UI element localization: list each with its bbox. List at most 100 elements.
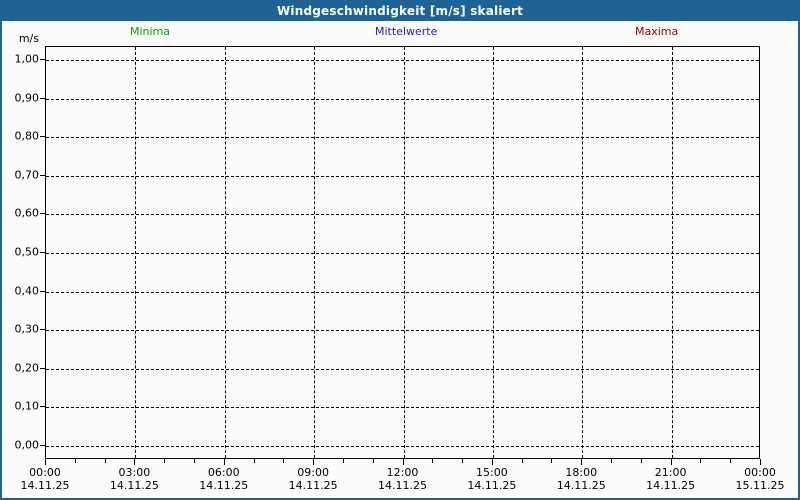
x-axis-tick-date: 14.11.25 bbox=[288, 479, 338, 492]
y-axis-tick-mark bbox=[40, 329, 45, 331]
x-axis-tick-label: 03:00 14.11.25 bbox=[110, 466, 159, 492]
x-axis-tick-mark-major bbox=[313, 459, 315, 465]
x-axis-tick-date: 14.11.25 bbox=[467, 479, 517, 492]
x-axis-tick-mark-minor bbox=[521, 459, 523, 463]
x-axis-tick-label: 00:00 14.11.25 bbox=[21, 466, 70, 492]
y-axis-tick-mark bbox=[40, 174, 45, 176]
gridline-vertical bbox=[314, 47, 316, 458]
y-axis-unit-label: m/s bbox=[18, 32, 39, 45]
gridline-vertical bbox=[582, 47, 584, 458]
x-axis-tick-time: 12:00 bbox=[386, 466, 419, 479]
x-axis-tick-label: 15:00 14.11.25 bbox=[467, 466, 516, 492]
y-axis-tick-label: 0,10 bbox=[14, 399, 40, 413]
x-axis-tick-time: 03:00 bbox=[118, 466, 151, 479]
x-axis-tick-mark-minor bbox=[283, 459, 285, 463]
x-axis-tick-mark-minor bbox=[462, 459, 464, 463]
y-axis-tick-mark bbox=[40, 367, 45, 369]
gridline-horizontal bbox=[46, 330, 759, 332]
y-axis: m/s 0,00 0,10 0,20 0,30 0,40 0,50 0,60 0,70 0,80… bbox=[2, 2, 45, 498]
x-axis-tick-label: 12:00 14.11.25 bbox=[378, 466, 427, 492]
x-axis-tick-mark-minor bbox=[551, 459, 553, 463]
x-axis-tick-time: 09:00 bbox=[297, 466, 329, 479]
x-axis-tick-mark-major bbox=[670, 459, 672, 465]
x-axis-tick-mark-minor bbox=[104, 459, 106, 463]
gridline-vertical bbox=[671, 47, 673, 458]
x-axis-tick-mark-major bbox=[223, 459, 225, 465]
gridline-horizontal bbox=[46, 60, 759, 61]
x-axis-tick-mark-minor bbox=[611, 459, 613, 463]
x-axis-tick-label: 18:00 14.11.25 bbox=[557, 466, 606, 492]
gridline-horizontal bbox=[46, 137, 759, 139]
x-axis-tick-mark-minor bbox=[164, 459, 166, 463]
y-axis-tick-label: 0,40 bbox=[14, 284, 40, 298]
y-axis-tick-mark bbox=[40, 406, 45, 408]
y-axis-tick-label: 0,60 bbox=[14, 206, 40, 220]
x-axis-tick-date: 14.11.25 bbox=[556, 479, 606, 492]
y-axis-tick-label: 0,50 bbox=[14, 245, 40, 259]
gridline-horizontal bbox=[46, 407, 759, 409]
gridline-horizontal bbox=[46, 446, 759, 447]
x-axis-tick-mark-minor bbox=[432, 459, 434, 463]
x-axis-tick-label: 00:00 15.11.25 bbox=[736, 466, 785, 492]
x-axis-tick-label: 09:00 14.11.25 bbox=[289, 466, 338, 492]
chart-legend: Minima Mittelwerte Maxima bbox=[2, 25, 798, 41]
x-axis-tick-time: 00:00 bbox=[744, 466, 776, 479]
gridline-vertical bbox=[135, 47, 137, 458]
gridline-vertical bbox=[492, 47, 494, 458]
gridline-horizontal bbox=[46, 291, 759, 293]
y-axis-tick-mark bbox=[40, 136, 45, 138]
y-axis-tick-mark bbox=[40, 213, 45, 215]
x-axis-tick-mark-major bbox=[760, 459, 761, 465]
y-axis-tick-label: 0,80 bbox=[14, 129, 40, 143]
x-axis-tick-mark-minor bbox=[640, 459, 642, 463]
x-axis-tick-date: 15.11.25 bbox=[735, 479, 785, 492]
gridline-vertical bbox=[403, 47, 405, 458]
gridline-horizontal bbox=[46, 368, 759, 370]
y-axis-tick-mark bbox=[40, 59, 45, 60]
x-axis-tick-mark-minor bbox=[372, 459, 374, 463]
plot-area bbox=[45, 46, 760, 459]
x-axis-tick-date: 14.11.25 bbox=[199, 479, 249, 492]
x-axis-tick-label: 06:00 14.11.25 bbox=[199, 466, 248, 492]
y-axis-tick-label: 0,20 bbox=[14, 361, 40, 375]
x-axis-tick-mark-major bbox=[134, 459, 136, 465]
x-axis: 00:00 14.11.25 03:00 14.11.25 06:00 14.11.25 0… bbox=[2, 459, 798, 498]
gridline-horizontal bbox=[46, 98, 759, 100]
y-axis-tick-label: 0,00 bbox=[14, 438, 40, 452]
gridline-horizontal bbox=[46, 175, 759, 177]
x-axis-tick-time: 00:00 bbox=[29, 466, 61, 479]
x-axis-tick-date: 14.11.25 bbox=[109, 479, 159, 492]
x-axis-tick-time: 06:00 bbox=[207, 466, 240, 479]
plot-wrapper bbox=[45, 46, 760, 459]
y-axis-tick-mark bbox=[40, 290, 45, 292]
gridline-horizontal bbox=[46, 253, 759, 254]
x-axis-tick-date: 14.11.25 bbox=[646, 479, 696, 492]
y-axis-tick-label: 0,90 bbox=[14, 91, 40, 105]
x-axis-tick-mark-major bbox=[581, 459, 583, 465]
legend-item-maxima: Maxima bbox=[635, 25, 679, 38]
x-axis-tick-mark-minor bbox=[253, 459, 255, 463]
x-axis-tick-mark-major bbox=[491, 459, 493, 465]
legend-item-mittelwerte: Mittelwerte bbox=[375, 25, 438, 38]
page-title: Windgeschwindigkeit [m/s] skaliert bbox=[2, 2, 798, 21]
x-axis-tick-mark-minor bbox=[74, 459, 76, 463]
x-axis-tick-mark-minor bbox=[730, 459, 732, 463]
x-axis-tick-date: 14.11.25 bbox=[20, 479, 70, 492]
x-axis-tick-mark-minor bbox=[700, 459, 702, 463]
gridline-horizontal bbox=[46, 214, 759, 216]
y-axis-tick-mark bbox=[40, 252, 45, 253]
y-axis-tick-label: 0,70 bbox=[14, 168, 40, 182]
x-axis-tick-time: 18:00 bbox=[565, 466, 598, 479]
x-axis-tick-mark-major bbox=[45, 459, 46, 465]
x-axis-tick-label: 21:00 14.11.25 bbox=[646, 466, 695, 492]
y-axis-tick-mark bbox=[40, 97, 45, 99]
legend-item-minima: Minima bbox=[130, 25, 171, 38]
y-axis-tick-label: 0,30 bbox=[14, 322, 40, 336]
x-axis-tick-mark-minor bbox=[342, 459, 344, 463]
y-axis-tick-mark bbox=[40, 445, 45, 446]
x-axis-tick-date: 14.11.25 bbox=[378, 479, 427, 492]
page-title-text: Windgeschwindigkeit [m/s] skaliert bbox=[276, 3, 524, 18]
gridline-vertical bbox=[224, 47, 226, 458]
x-axis-tick-mark-minor bbox=[193, 459, 195, 463]
